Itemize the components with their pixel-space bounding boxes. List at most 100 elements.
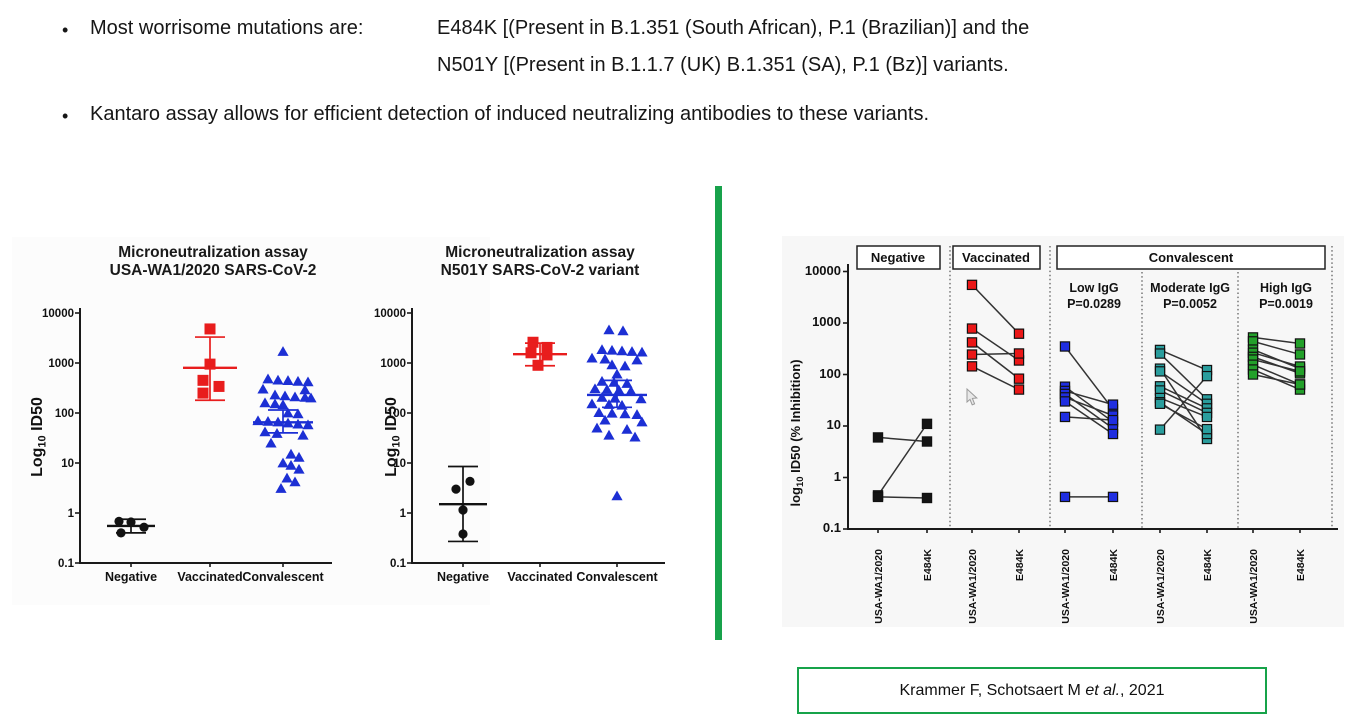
bullet-1-label: Most worrisome mutations are: xyxy=(90,17,364,39)
y-axis-label-suffix: ID50 xyxy=(383,397,400,435)
y-tick-label: 10000 xyxy=(805,263,841,278)
bullet-dot-2: • xyxy=(62,106,69,126)
y-axis-label-prefix: log xyxy=(788,487,803,507)
data-point xyxy=(599,353,611,364)
data-point xyxy=(621,378,633,388)
data-point xyxy=(1154,424,1166,435)
x-pair-label: USA-WA1/2020 xyxy=(967,549,979,624)
y-tick-label: 1000 xyxy=(48,358,74,370)
pair-line xyxy=(1159,370,1208,405)
subgroup-label-high-igg: High IgG xyxy=(1260,281,1312,295)
y-tick-label: 0.1 xyxy=(390,558,407,570)
y-axis-label-subscript: 10 xyxy=(37,435,49,447)
data-point xyxy=(586,352,598,363)
pair-line xyxy=(1064,390,1114,406)
data-point xyxy=(596,392,608,402)
data-point xyxy=(619,408,631,419)
data-point xyxy=(617,325,629,336)
x-category-label: Negative xyxy=(105,570,157,584)
y-tick-label: 10 xyxy=(61,458,74,470)
data-point xyxy=(1201,411,1213,423)
data-point xyxy=(292,418,304,429)
data-point xyxy=(289,391,301,402)
y-tick-label: 10 xyxy=(827,417,841,432)
data-point xyxy=(1107,414,1119,426)
y-tick-label: 100 xyxy=(387,408,406,420)
y-axis-label-subscript: 10 xyxy=(795,476,806,487)
data-point xyxy=(636,346,648,357)
pair-line xyxy=(1159,389,1208,414)
y-tick-label: 1000 xyxy=(380,358,406,370)
data-point xyxy=(269,398,281,409)
data-point xyxy=(1294,338,1306,349)
data-point xyxy=(593,407,605,417)
data-point xyxy=(204,323,216,335)
citation-text: Krammer F, Schotsaert M et al., 2021 xyxy=(900,682,1165,700)
data-point xyxy=(966,323,978,334)
data-point xyxy=(525,347,537,359)
data-point xyxy=(606,344,618,355)
data-point xyxy=(1154,398,1166,409)
data-point xyxy=(262,373,274,384)
x-pair-label: USA-WA1/2020 xyxy=(873,549,885,624)
pair-line xyxy=(1064,346,1114,410)
data-point xyxy=(1107,428,1119,440)
data-point xyxy=(1059,396,1071,407)
data-point xyxy=(1294,366,1306,377)
data-point xyxy=(277,346,289,356)
data-point xyxy=(259,426,271,437)
pvalue-label-low-igg: P=0.0289 xyxy=(1067,297,1121,311)
data-point xyxy=(603,399,615,409)
pair-line xyxy=(1252,364,1301,386)
data-point xyxy=(292,375,304,386)
x-pair-label: E484K xyxy=(1014,549,1026,582)
data-point xyxy=(586,398,598,409)
data-point xyxy=(259,397,271,408)
citation-box: Krammer F, Schotsaert M et al., 2021 xyxy=(797,667,1267,714)
subgroup-label-low-igg: Low IgG xyxy=(1069,281,1118,295)
data-point xyxy=(302,376,314,387)
chart-microneutralization-n501y: Microneutralization assay N501Y SARS-CoV… xyxy=(374,244,665,584)
pair-line xyxy=(1252,336,1301,345)
bullet-dot-1: • xyxy=(62,20,69,40)
panel-header-label-negative: Negative xyxy=(871,250,925,265)
data-point xyxy=(302,419,314,430)
data-point xyxy=(626,346,638,356)
data-point xyxy=(921,418,933,430)
data-point xyxy=(282,375,294,385)
bullet-2-text: Kantaro assay allows for efficient detec… xyxy=(90,103,930,125)
y-tick-label: 1000 xyxy=(812,314,841,329)
pair-line xyxy=(1064,396,1114,417)
x-pair-label: E484K xyxy=(1295,549,1307,582)
data-point xyxy=(1013,348,1025,359)
x-pair-label: E484K xyxy=(1108,549,1120,582)
pair-line xyxy=(1159,397,1208,418)
data-point xyxy=(966,361,978,372)
data-point xyxy=(621,423,633,434)
data-point xyxy=(297,429,309,440)
data-point xyxy=(1294,349,1306,360)
data-point xyxy=(1107,491,1119,503)
pair-line xyxy=(971,365,1020,391)
y-axis-label-suffix: ID50 (% Inhibition) xyxy=(788,359,803,476)
data-point xyxy=(611,490,623,501)
x-category-label: Convalescent xyxy=(576,570,658,584)
data-point xyxy=(966,279,978,291)
data-point xyxy=(252,415,264,426)
data-point xyxy=(596,344,608,355)
data-point xyxy=(921,436,933,447)
data-point xyxy=(289,476,301,487)
pair-line xyxy=(1159,349,1208,371)
left-figure-background xyxy=(12,237,490,605)
pair-line xyxy=(1159,385,1208,410)
data-point xyxy=(213,380,225,392)
x-category-label: Negative xyxy=(437,570,489,584)
y-tick-label: 1 xyxy=(834,469,841,484)
data-point xyxy=(272,374,284,385)
axes xyxy=(75,308,332,567)
data-point xyxy=(599,414,611,425)
pair-line xyxy=(971,284,1020,335)
data-point xyxy=(1201,370,1213,382)
